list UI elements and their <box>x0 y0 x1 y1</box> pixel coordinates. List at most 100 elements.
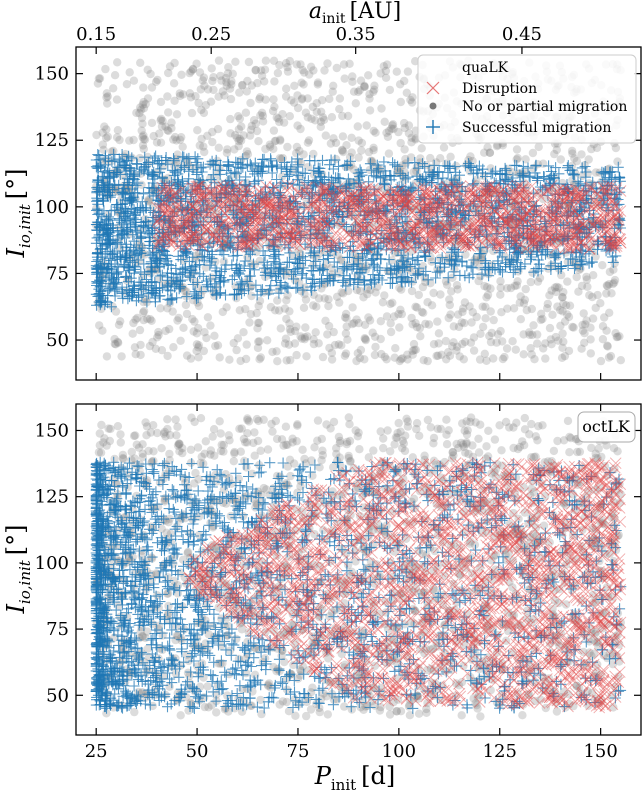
data-point <box>296 159 306 168</box>
data-point <box>131 350 140 359</box>
data-point <box>560 317 570 326</box>
data-point <box>188 314 197 324</box>
data-point <box>522 306 531 315</box>
data-point <box>130 343 140 352</box>
data-point <box>340 74 349 83</box>
data-point <box>427 257 436 266</box>
data-point <box>193 126 202 135</box>
data-point <box>338 132 348 141</box>
data-point <box>290 81 299 91</box>
data-point <box>299 303 309 312</box>
data-point <box>408 350 417 359</box>
data-point <box>163 304 172 313</box>
data-point <box>577 281 587 291</box>
data-point <box>587 144 596 154</box>
data-point <box>195 141 204 150</box>
data-point <box>407 98 417 107</box>
data-point <box>158 116 167 126</box>
data-point <box>276 324 285 333</box>
data-point <box>580 329 589 338</box>
data-point <box>161 122 170 131</box>
data-point <box>388 298 397 307</box>
data-point <box>449 161 461 173</box>
data-point <box>280 339 290 348</box>
data-point <box>330 340 340 350</box>
data-point <box>179 323 188 332</box>
data-point <box>596 299 605 308</box>
data-point <box>172 136 181 145</box>
data-point <box>388 121 397 130</box>
data-point <box>379 61 388 71</box>
data-point <box>132 108 141 118</box>
data-point <box>297 95 306 104</box>
data-point <box>353 349 362 358</box>
data-point <box>369 143 378 152</box>
data-point <box>546 335 555 344</box>
data-point <box>403 350 412 359</box>
data-point <box>396 355 406 364</box>
data-point <box>418 282 428 292</box>
data-point <box>598 322 608 331</box>
data-point <box>348 319 357 329</box>
data-point <box>226 114 235 124</box>
data-point <box>242 340 251 349</box>
data-point <box>429 288 438 298</box>
data-point <box>164 68 173 78</box>
data-point <box>416 332 425 341</box>
data-point <box>609 265 618 274</box>
data-point <box>521 284 530 294</box>
data-point <box>265 140 274 149</box>
data-point <box>161 326 170 336</box>
data-point <box>485 148 495 157</box>
data-point <box>325 94 334 104</box>
data-point <box>468 308 477 317</box>
data-point <box>323 59 332 68</box>
data-point <box>423 356 432 366</box>
data-point <box>157 114 166 124</box>
data-point <box>214 56 224 65</box>
data-point <box>215 353 224 362</box>
data-point <box>568 322 577 332</box>
data-point <box>128 329 137 338</box>
data-point <box>296 332 305 341</box>
data-point <box>199 73 209 82</box>
data-point <box>235 306 244 315</box>
data-point <box>582 275 592 284</box>
data-point <box>575 265 584 275</box>
data-point <box>400 118 409 128</box>
data-point <box>454 322 464 332</box>
data-point <box>459 304 468 313</box>
data-point <box>189 327 198 336</box>
data-point <box>187 108 197 118</box>
data-point <box>193 298 202 307</box>
data-point <box>324 321 334 331</box>
data-point <box>419 356 428 365</box>
data-point <box>534 142 543 152</box>
data-point <box>377 349 386 359</box>
data-point <box>603 342 612 351</box>
data-point <box>320 66 329 75</box>
data-point <box>117 352 126 361</box>
data-point <box>111 340 120 349</box>
data-point <box>273 68 283 78</box>
data-point <box>304 136 314 145</box>
data-point <box>361 335 370 345</box>
data-point <box>157 346 167 355</box>
data-point <box>272 347 281 356</box>
data-point <box>329 81 338 91</box>
data-point <box>347 212 356 221</box>
data-point <box>235 134 244 144</box>
data-point <box>551 287 561 297</box>
data-point <box>257 108 267 118</box>
data-point <box>170 132 180 142</box>
data-point <box>247 291 256 301</box>
data-point <box>360 320 370 329</box>
data-point <box>298 94 307 103</box>
data-point <box>199 142 208 151</box>
data-point <box>282 356 291 365</box>
data-point <box>562 301 571 310</box>
data-point <box>114 338 123 347</box>
data-point <box>125 136 134 145</box>
data-point <box>409 339 419 349</box>
data-point <box>297 78 306 87</box>
